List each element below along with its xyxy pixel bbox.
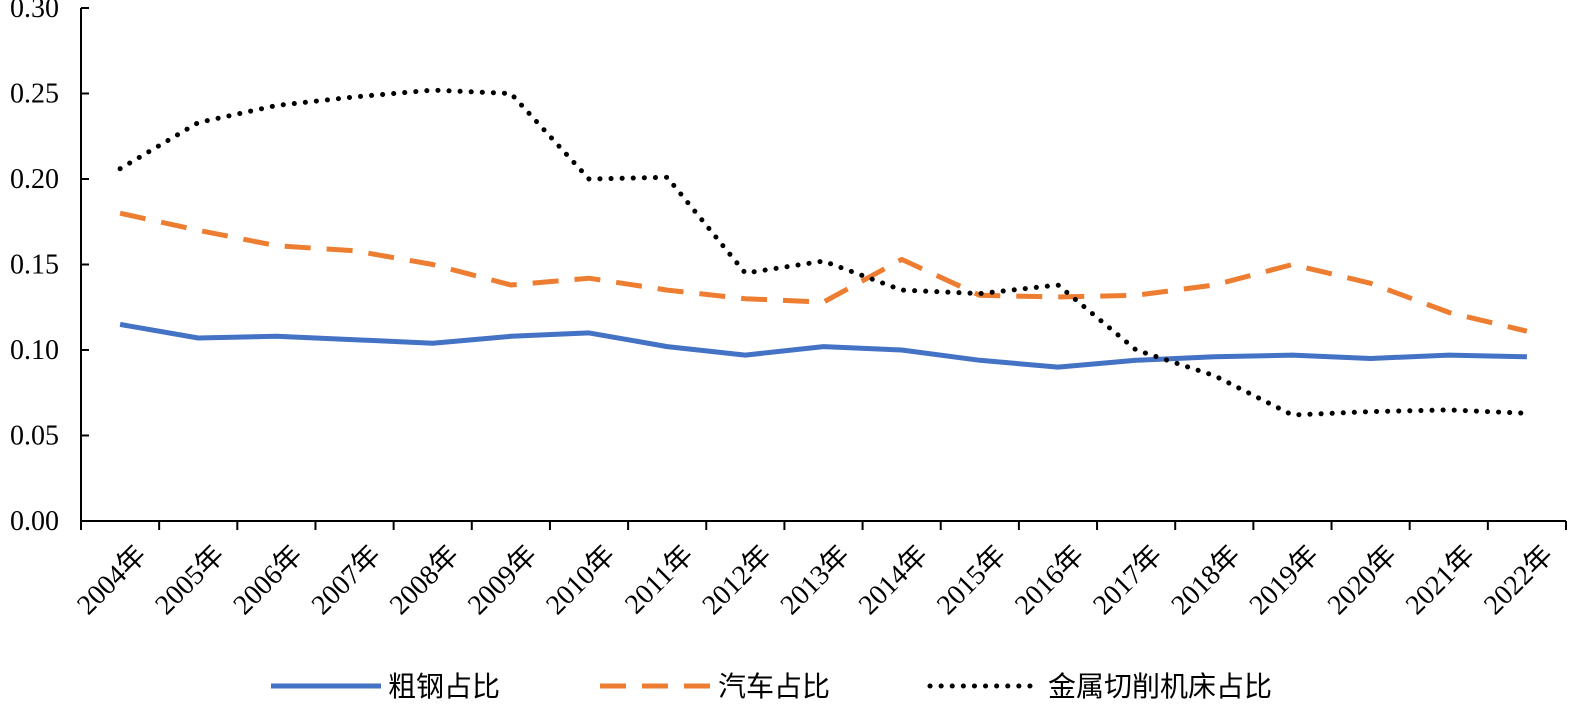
series-line-0 [119,321,1527,370]
series-lines [117,87,1530,418]
x-tick-label: 2006年 [227,539,309,621]
legend-label-0: 粗钢占比 [388,670,500,703]
data-point [1212,283,1216,287]
data-point [274,244,278,248]
x-tick-label: 2021年 [1399,539,1481,621]
data-point [1290,413,1294,417]
y-tick-label: 0.25 [10,79,59,110]
legend-label-1: 汽车占比 [718,670,830,703]
x-tick-label: 2009年 [461,539,543,621]
y-tick-label: 0.30 [10,0,59,24]
data-point [1212,374,1216,378]
chart-axes: 0.000.050.100.150.200.250.302004年2005年20… [10,0,1567,621]
x-tick-label: 2013年 [774,539,856,621]
data-point [274,103,278,107]
x-tick-label: 2012年 [696,539,778,621]
data-point [1525,411,1529,415]
x-tick-label: 2011年 [618,539,699,620]
data-point [1369,410,1373,414]
y-tick-label: 0.15 [10,250,59,281]
x-tick-label: 2016年 [1008,539,1090,621]
data-point [1447,408,1451,412]
y-tick-label: 0.20 [10,164,59,195]
chart-legend: 粗钢占比 汽车占比 金属切削机床占比 [271,670,1272,703]
x-tick-label: 2015年 [930,539,1012,621]
x-tick-label: 2007年 [305,539,387,621]
series-line-1 [119,210,1528,334]
x-tick-label: 2017年 [1087,539,1169,621]
x-tick-label: 2004年 [71,539,153,621]
x-tick-label: 2005年 [149,539,231,621]
x-tick-label: 2008年 [383,539,465,621]
x-tick-label: 2020年 [1321,539,1403,621]
series-line-2 [117,87,1530,418]
y-tick-label: 0.10 [10,335,59,366]
y-tick-label: 0.05 [10,421,59,452]
y-tick-label: 0.00 [10,506,59,537]
legend-label-2: 金属切削机床占比 [1048,670,1272,703]
data-point [353,95,357,99]
x-tick-label: 2022年 [1477,539,1559,621]
x-tick-label: 2014年 [852,539,934,621]
data-point [509,92,513,96]
data-point [196,228,200,232]
x-tick-label: 2010年 [540,539,622,621]
x-tick-label: 2019年 [1243,539,1325,621]
data-point [431,88,435,92]
data-point [353,249,357,253]
data-point [1134,293,1138,297]
x-tick-label: 2018年 [1165,539,1247,621]
